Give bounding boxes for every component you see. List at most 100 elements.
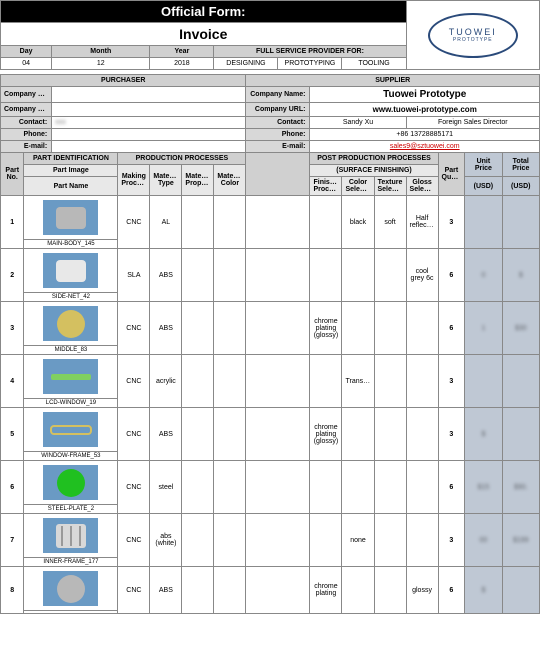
part-name: INNER-FRAME_177 [24, 558, 118, 567]
col-pimg: Part Image [24, 165, 118, 177]
unit-price: 1 [465, 302, 502, 355]
col-mprop: Material Property [182, 165, 214, 196]
material-property [182, 514, 214, 567]
purchaser-section: PURCHASER [1, 75, 246, 87]
texture-selection: soft [374, 196, 406, 249]
table-row: 3CNCABSchrome plating (glossy)61$30 [1, 302, 540, 346]
finishing-process [310, 514, 342, 567]
p-curl-lbl: Company URL: [1, 103, 52, 117]
part-image [24, 196, 118, 240]
gloss-selection [406, 514, 438, 567]
material-property [182, 302, 214, 355]
s-contact-title: Foreign Sales Director [406, 117, 539, 129]
color-selection [342, 408, 374, 461]
col-gsel: Gloss Selection [406, 177, 438, 196]
year-header: Year [150, 46, 214, 58]
col-mcol: Material Color [214, 165, 246, 196]
col-qty: Part Quantity [438, 153, 465, 196]
material-color [214, 514, 246, 567]
material-type: ABS [150, 567, 182, 614]
svc-tooling: TOOLING [342, 58, 406, 70]
total-price: $ [502, 249, 539, 302]
texture-selection [374, 302, 406, 355]
tuowei-logo: TUOWEIPROTOTYPE [428, 13, 518, 58]
gloss-selection: cool grey 6c [406, 249, 438, 302]
spacer [246, 408, 310, 461]
gloss-selection [406, 355, 438, 408]
finishing-process: chrome plating [310, 567, 342, 614]
gloss-selection [406, 408, 438, 461]
s-curl-val: www.tuowei-prototype.com [310, 103, 540, 117]
color-selection: Transparent [342, 355, 374, 408]
part-name: LCD-WINDOW_19 [24, 399, 118, 408]
s-contact-lbl: Contact: [246, 117, 310, 129]
part-name: STEEL-PLATE_2 [24, 505, 118, 514]
supplier-section: SUPPLIER [246, 75, 540, 87]
gloss-selection [406, 461, 438, 514]
table-row: 1CNCALblacksoftHalf reflection3 [1, 196, 540, 240]
col-partno: Part No. [1, 153, 24, 196]
total-price: $199 [502, 514, 539, 567]
unit-price [465, 196, 502, 249]
making-process: SLA [118, 249, 150, 302]
quantity: 6 [438, 567, 465, 614]
s-phone-lbl: Phone: [246, 129, 310, 141]
col-tsel: Texture Selection [374, 177, 406, 196]
row-num: 1 [1, 196, 24, 249]
texture-selection [374, 249, 406, 302]
s-cname-val: Tuowei Prototype [310, 87, 540, 103]
finishing-process [310, 196, 342, 249]
material-type: abs (white) [150, 514, 182, 567]
p-email-val [52, 141, 246, 153]
col-spacer [246, 153, 310, 196]
color-selection: none [342, 514, 374, 567]
gloss-selection: Half reflection [406, 196, 438, 249]
col-uprice: Unit Price [465, 153, 502, 177]
table-row: 5CNCABSchrome plating (glossy)3$ [1, 408, 540, 452]
material-color [214, 196, 246, 249]
part-image [24, 461, 118, 505]
total-price [502, 408, 539, 461]
material-type: AL [150, 196, 182, 249]
part-image [24, 302, 118, 346]
spacer [246, 302, 310, 355]
making-process: CNC [118, 514, 150, 567]
unit-price: $15 [465, 461, 502, 514]
making-process: CNC [118, 196, 150, 249]
material-property [182, 355, 214, 408]
quantity: 3 [438, 514, 465, 567]
col-partid: PART IDENTIFICATION [24, 153, 118, 165]
s-email-val[interactable]: sales9@sztuowei.com [310, 141, 540, 153]
making-process: CNC [118, 567, 150, 614]
material-color [214, 249, 246, 302]
part-image [24, 514, 118, 558]
part-image [24, 408, 118, 452]
material-type: ABS [150, 302, 182, 355]
unit-price: $ [465, 408, 502, 461]
col-post: POST PRODUCTION PROCESSES [310, 153, 438, 165]
material-color [214, 461, 246, 514]
quantity: 3 [438, 355, 465, 408]
gloss-selection: glossy [406, 567, 438, 614]
making-process: CNC [118, 302, 150, 355]
spacer [246, 355, 310, 408]
unit-price [465, 355, 502, 408]
spacer [246, 249, 310, 302]
s-contact-name: Sandy Xu [310, 117, 406, 129]
material-type: ABS [150, 408, 182, 461]
material-type: ABS [150, 249, 182, 302]
finishing-process [310, 461, 342, 514]
color-selection [342, 249, 374, 302]
total-price [502, 567, 539, 614]
gloss-selection [406, 302, 438, 355]
col-usd2: (USD) [502, 177, 539, 196]
s-email-lbl: E-mail: [246, 141, 310, 153]
spacer [246, 196, 310, 249]
part-name: MIDDLE_83 [24, 346, 118, 355]
material-color [214, 302, 246, 355]
row-num: 8 [1, 567, 24, 614]
part-image [24, 567, 118, 611]
row-num: 2 [1, 249, 24, 302]
col-pname: Part Name [24, 177, 118, 196]
official-form-header: Official Form: [1, 1, 407, 23]
